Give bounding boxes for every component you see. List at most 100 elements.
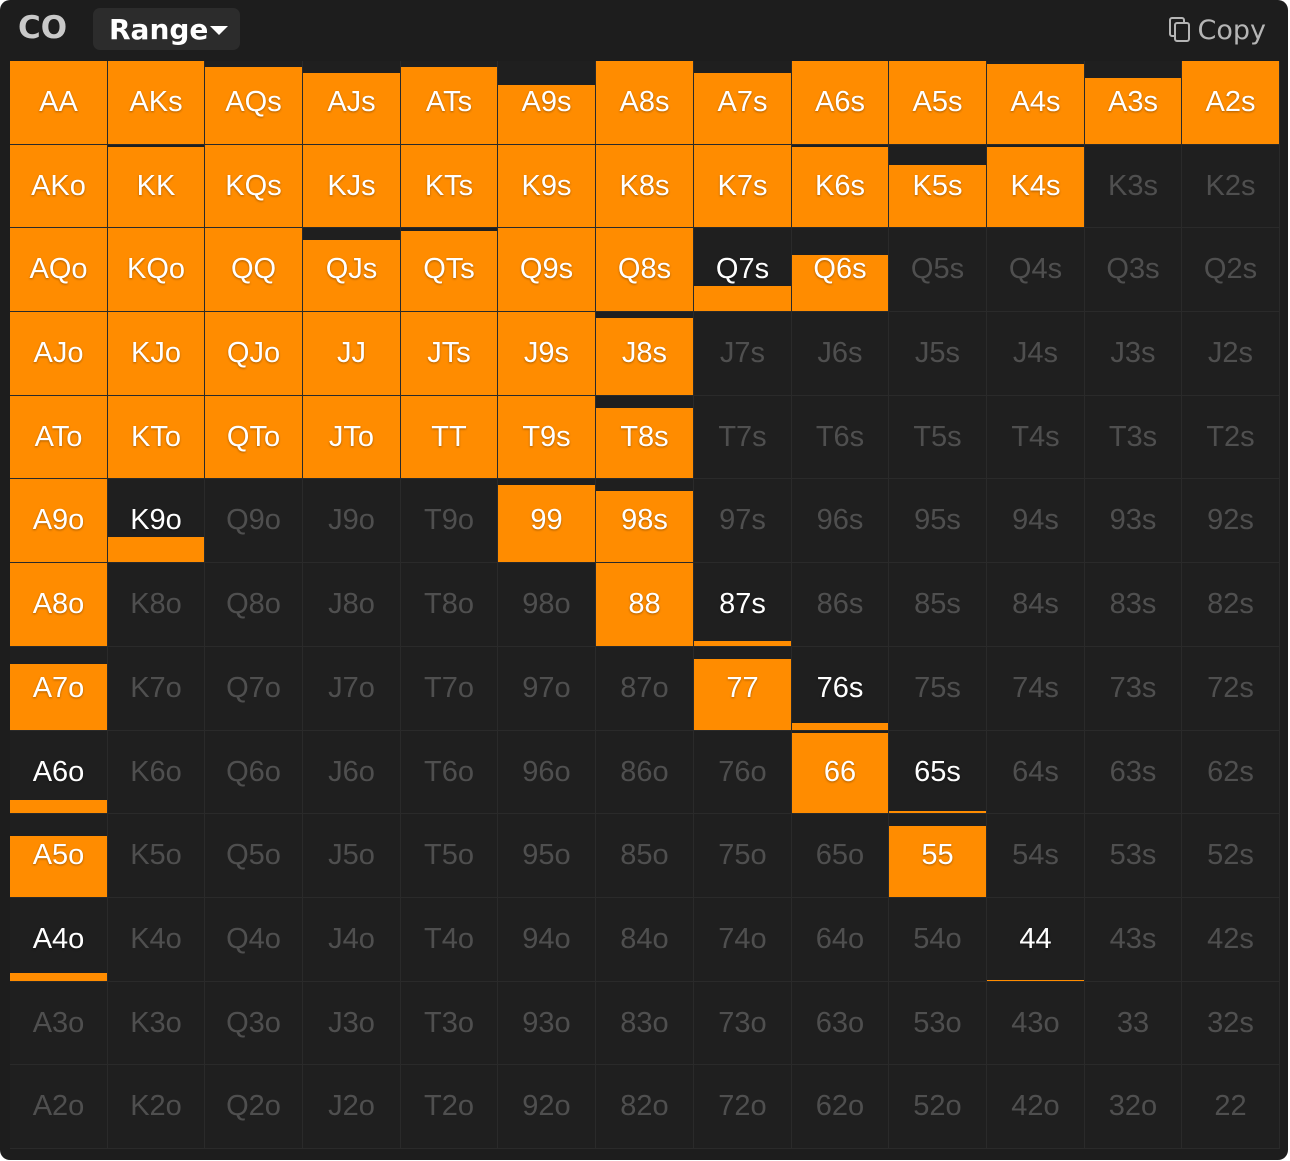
hand-cell[interactable]: KQs [205,145,303,228]
hand-cell[interactable]: T2s [1182,396,1280,479]
hand-cell[interactable]: 84s [987,563,1085,647]
hand-cell[interactable]: J7o [303,647,401,731]
hand-cell[interactable]: 96s [792,479,889,563]
hand-cell[interactable]: TT [401,396,498,479]
hand-cell[interactable]: QJs [303,228,401,312]
hand-cell[interactable]: J9s [498,312,596,396]
hand-cell[interactable]: ATs [401,61,498,145]
hand-cell[interactable]: K8o [108,563,205,647]
hand-cell[interactable]: Q8o [205,563,303,647]
hand-cell[interactable]: 95s [889,479,987,563]
hand-cell[interactable]: Q9o [205,479,303,563]
hand-cell[interactable]: T5s [889,396,987,479]
hand-cell[interactable]: Q9s [498,228,596,312]
hand-cell[interactable]: 55 [889,814,987,898]
hand-cell[interactable]: QTo [205,396,303,479]
hand-cell[interactable]: 62o [792,1065,889,1149]
hand-cell[interactable]: 52o [889,1065,987,1149]
hand-cell[interactable]: 95o [498,814,596,898]
hand-cell[interactable]: 33 [1085,982,1182,1065]
hand-cell[interactable]: 44 [987,898,1085,982]
hand-cell[interactable]: 63s [1085,731,1182,814]
hand-cell[interactable]: 74s [987,647,1085,731]
hand-cell[interactable]: KJs [303,145,401,228]
hand-cell[interactable]: Q5s [889,228,987,312]
hand-cell[interactable]: 99 [498,479,596,563]
hand-cell[interactable]: A9s [498,61,596,145]
hand-cell[interactable]: 88 [596,563,694,647]
hand-cell[interactable]: 76s [792,647,889,731]
hand-cell[interactable]: 76o [694,731,792,814]
hand-cell[interactable]: 43s [1085,898,1182,982]
hand-cell[interactable]: Q8s [596,228,694,312]
hand-cell[interactable]: 87s [694,563,792,647]
hand-cell[interactable]: J4o [303,898,401,982]
hand-cell[interactable]: Q5o [205,814,303,898]
hand-cell[interactable]: J7s [694,312,792,396]
hand-cell[interactable]: 53s [1085,814,1182,898]
hand-cell[interactable]: A4s [987,61,1085,145]
hand-cell[interactable]: A8o [10,563,108,647]
hand-cell[interactable]: JTo [303,396,401,479]
hand-cell[interactable]: T4o [401,898,498,982]
hand-cell[interactable]: J5s [889,312,987,396]
hand-cell[interactable]: J8o [303,563,401,647]
hand-cell[interactable]: AKo [10,145,108,228]
hand-cell[interactable]: 42s [1182,898,1280,982]
hand-cell[interactable]: 86s [792,563,889,647]
hand-cell[interactable]: J6o [303,731,401,814]
hand-cell[interactable]: K8s [596,145,694,228]
copy-button[interactable]: Copy [1168,10,1266,50]
hand-cell[interactable]: K2s [1182,145,1280,228]
hand-cell[interactable]: 83o [596,982,694,1065]
hand-cell[interactable]: K4o [108,898,205,982]
hand-cell[interactable]: J2s [1182,312,1280,396]
hand-cell[interactable]: A4o [10,898,108,982]
hand-cell[interactable]: KK [108,145,205,228]
hand-cell[interactable]: T6o [401,731,498,814]
hand-cell[interactable]: 93o [498,982,596,1065]
hand-cell[interactable]: 92o [498,1065,596,1149]
hand-cell[interactable]: A7o [10,647,108,731]
hand-cell[interactable]: K5s [889,145,987,228]
hand-cell[interactable]: AQs [205,61,303,145]
hand-cell[interactable]: 54s [987,814,1085,898]
hand-cell[interactable]: T9o [401,479,498,563]
hand-cell[interactable]: K7s [694,145,792,228]
hand-cell[interactable]: A3o [10,982,108,1065]
hand-cell[interactable]: QJo [205,312,303,396]
hand-cell[interactable]: AQo [10,228,108,312]
hand-cell[interactable]: Q4o [205,898,303,982]
hand-cell[interactable]: 22 [1182,1065,1280,1149]
hand-cell[interactable]: T6s [792,396,889,479]
hand-cell[interactable]: 42o [987,1065,1085,1149]
hand-cell[interactable]: A5s [889,61,987,145]
hand-cell[interactable]: J3o [303,982,401,1065]
hand-cell[interactable]: A5o [10,814,108,898]
hand-cell[interactable]: A3s [1085,61,1182,145]
hand-cell[interactable]: 84o [596,898,694,982]
hand-cell[interactable]: J2o [303,1065,401,1149]
hand-cell[interactable]: K9o [108,479,205,563]
hand-cell[interactable]: 86o [596,731,694,814]
hand-cell[interactable]: 73o [694,982,792,1065]
hand-cell[interactable]: T3s [1085,396,1182,479]
hand-cell[interactable]: 82s [1182,563,1280,647]
hand-cell[interactable]: 75s [889,647,987,731]
hand-cell[interactable]: T9s [498,396,596,479]
hand-cell[interactable]: AA [10,61,108,145]
hand-cell[interactable]: T8s [596,396,694,479]
hand-cell[interactable]: A7s [694,61,792,145]
hand-cell[interactable]: Q3s [1085,228,1182,312]
hand-cell[interactable]: 32o [1085,1065,1182,1149]
hand-cell[interactable]: K7o [108,647,205,731]
hand-cell[interactable]: 97s [694,479,792,563]
hand-cell[interactable]: AJo [10,312,108,396]
hand-cell[interactable]: ATo [10,396,108,479]
hand-cell[interactable]: 53o [889,982,987,1065]
hand-cell[interactable]: 85o [596,814,694,898]
hand-cell[interactable]: J8s [596,312,694,396]
hand-cell[interactable]: 87o [596,647,694,731]
hand-cell[interactable]: J9o [303,479,401,563]
hand-cell[interactable]: A2o [10,1065,108,1149]
